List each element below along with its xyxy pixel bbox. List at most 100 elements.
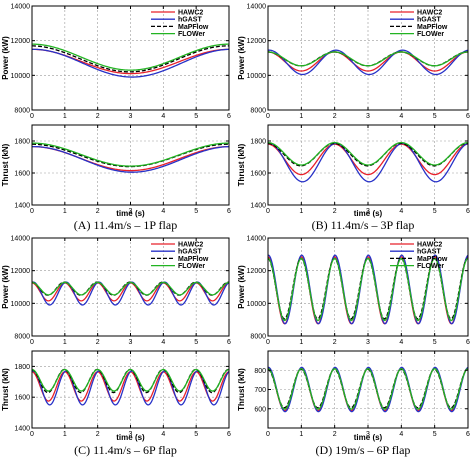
panel-caption: (D) 19m/s – 6P flap xyxy=(316,443,411,457)
x-tick-label: 2 xyxy=(96,431,100,438)
y-axis-label: Power (kW) xyxy=(237,265,246,309)
subplot-thrust: 1400 1600 1800 0 1 2 3 4 5 6 Thrust (kN) xyxy=(1,350,231,438)
x-tick-label: 5 xyxy=(433,113,437,120)
x-tick-label: 6 xyxy=(466,431,470,438)
subplot-power: 8000 10000 12000 14000 0 1 2 3 4 5 6 Power (kW) HAWC… xyxy=(1,4,231,121)
x-tick-label: 2 xyxy=(333,113,337,120)
x-axis-label: time (s) xyxy=(354,433,383,442)
x-tick-label: 1 xyxy=(299,113,303,120)
x-tick-label: 4 xyxy=(399,339,403,346)
y-tick-label: 14000 xyxy=(11,4,31,11)
legend-label-hawc2: HAWC2 xyxy=(178,10,203,17)
subplot-power: 8000 10000 12000 14000 0 1 2 3 4 5 6 Power (kW) HAWC… xyxy=(237,236,470,347)
x-tick-label: 6 xyxy=(466,208,470,215)
legend-label-hgast: hGAST xyxy=(178,249,202,256)
y-tick-label: 800 xyxy=(254,368,266,375)
x-tick-label: 6 xyxy=(227,208,231,215)
legend-label-flower: FLOWer xyxy=(417,31,444,38)
legend-label-mapflow: MaPFlow xyxy=(178,256,209,263)
legend-label-hawc2: HAWC2 xyxy=(178,242,203,249)
subplot-thrust: 600 700 800 0 1 2 3 4 5 6 Thrust (kN) xyxy=(237,350,470,438)
y-axis-label: Thrust (kN) xyxy=(237,143,246,186)
y-tick-label: 10000 xyxy=(247,73,267,80)
series-line-hgast xyxy=(268,142,468,183)
subplot-thrust: 1400 1600 1800 0 1 2 3 4 5 6 Thrust (kN) xyxy=(1,124,231,215)
x-tick-label: 4 xyxy=(399,208,403,215)
x-tick-label: 5 xyxy=(194,339,198,346)
legend-label-flower: FLOWer xyxy=(178,263,205,270)
series-line-hawc2 xyxy=(268,256,468,325)
x-tick-label: 0 xyxy=(30,208,34,215)
y-tick-label: 10000 xyxy=(11,73,31,80)
y-tick-label: 1600 xyxy=(14,395,30,402)
y-tick-label: 8000 xyxy=(250,108,266,115)
x-tick-label: 2 xyxy=(96,113,100,120)
x-tick-label: 4 xyxy=(161,113,165,120)
x-tick-label: 4 xyxy=(161,339,165,346)
y-tick-label: 12000 xyxy=(11,268,31,275)
y-tick-label: 700 xyxy=(254,387,266,394)
y-tick-label: 1400 xyxy=(14,426,30,433)
x-axis-label: time (s) xyxy=(116,433,145,442)
y-tick-label: 600 xyxy=(254,406,266,413)
y-axis-label: Thrust (kN) xyxy=(1,368,10,411)
series-line-mapflow xyxy=(32,45,229,73)
x-tick-label: 3 xyxy=(129,113,133,120)
y-tick-label: 12000 xyxy=(247,38,267,45)
y-tick-label: 8000 xyxy=(14,108,30,115)
x-tick-label: 3 xyxy=(129,208,133,215)
y-tick-label: 1800 xyxy=(14,139,30,146)
y-tick-label: 1400 xyxy=(14,203,30,210)
subplot-thrust: 1400 1600 1800 0 1 2 3 4 5 6 Thrust (kN) xyxy=(237,124,470,215)
x-tick-label: 1 xyxy=(299,431,303,438)
x-tick-label: 3 xyxy=(366,113,370,120)
x-tick-label: 4 xyxy=(161,431,165,438)
legend-label-hawc2: HAWC2 xyxy=(417,242,442,249)
series-line-hgast xyxy=(32,370,229,406)
series-line-flower xyxy=(268,141,468,166)
series-line-flower xyxy=(32,43,229,71)
x-tick-label: 1 xyxy=(63,431,67,438)
panel-caption: (A) 11.4m/s – 1P flap xyxy=(74,218,177,232)
legend-label-mapflow: MaPFlow xyxy=(178,24,209,31)
legend-label-hgast: hGAST xyxy=(178,17,202,24)
y-tick-label: 14000 xyxy=(11,236,31,243)
y-tick-label: 10000 xyxy=(11,301,31,308)
x-tick-label: 0 xyxy=(266,431,270,438)
x-tick-label: 0 xyxy=(30,431,34,438)
x-tick-label: 2 xyxy=(96,208,100,215)
y-tick-label: 12000 xyxy=(11,38,31,45)
x-tick-label: 0 xyxy=(266,113,270,120)
x-axis-label: time (s) xyxy=(354,209,383,218)
series-line-hgast xyxy=(268,366,468,413)
x-tick-label: 5 xyxy=(194,431,198,438)
y-tick-label: 1600 xyxy=(250,171,266,178)
panel-caption: (C) 11.4m/s – 6P flap xyxy=(74,443,177,457)
y-tick-label: 14000 xyxy=(247,4,267,11)
x-tick-label: 1 xyxy=(63,339,67,346)
series-line-flower xyxy=(268,368,468,410)
x-tick-label: 0 xyxy=(266,339,270,346)
subplot-power: 8000 10000 12000 14000 0 1 2 3 4 5 6 Power (kW) HAWC… xyxy=(1,236,231,347)
series-line-hgast xyxy=(32,145,229,173)
legend-label-flower: FLOWer xyxy=(178,31,205,38)
series-line-flower xyxy=(32,142,229,167)
x-tick-label: 0 xyxy=(30,339,34,346)
x-tick-label: 6 xyxy=(227,339,231,346)
y-tick-label: 10000 xyxy=(247,301,267,308)
legend-label-mapflow: MaPFlow xyxy=(417,256,448,263)
x-tick-label: 5 xyxy=(194,113,198,120)
x-tick-label: 2 xyxy=(333,208,337,215)
x-tick-label: 4 xyxy=(161,208,165,215)
y-tick-label: 1800 xyxy=(14,364,30,371)
panel-caption: (B) 11.4m/s – 3P flap xyxy=(312,218,415,232)
x-tick-label: 1 xyxy=(299,208,303,215)
y-tick-label: 1400 xyxy=(250,203,266,210)
subplot-power: 8000 10000 12000 14000 0 1 2 3 4 5 6 Power (kW) HAWC… xyxy=(237,4,470,121)
x-tick-label: 6 xyxy=(466,339,470,346)
x-tick-label: 2 xyxy=(333,431,337,438)
y-tick-label: 14000 xyxy=(247,236,267,243)
